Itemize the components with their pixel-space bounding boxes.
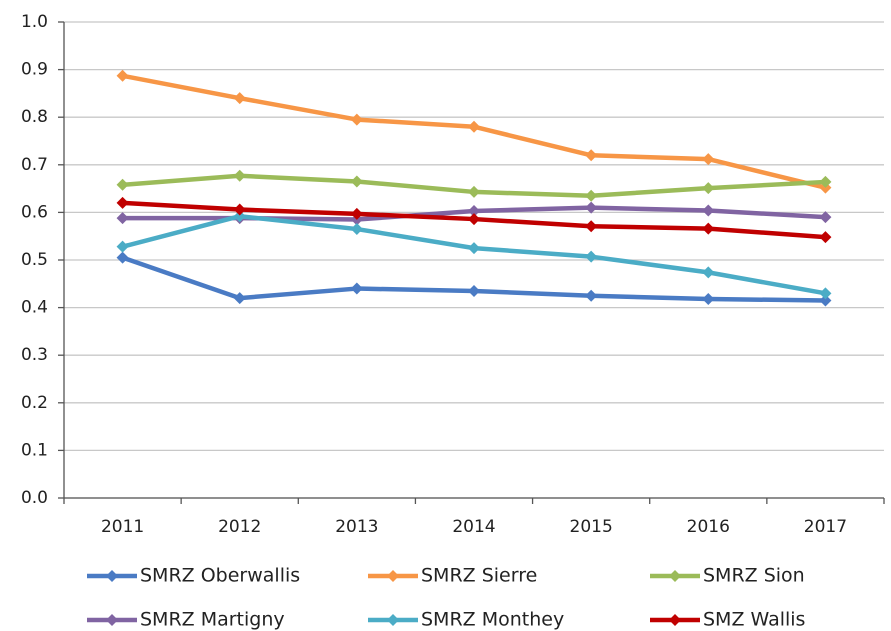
y-tick-label: 0.9 (21, 60, 48, 80)
data-point (702, 266, 715, 279)
x-tick-label: 2015 (570, 517, 613, 537)
data-point (702, 204, 715, 217)
legend-marker (387, 614, 399, 626)
y-tick-label: 0.4 (21, 298, 48, 318)
data-point (702, 293, 715, 306)
data-point (350, 113, 363, 126)
data-point (350, 223, 363, 236)
y-tick-label: 0.0 (21, 488, 48, 508)
x-tick-label: 2013 (335, 517, 378, 537)
data-point (585, 149, 598, 162)
data-point (233, 292, 246, 305)
data-point (233, 169, 246, 182)
data-point (233, 203, 246, 216)
data-point (702, 222, 715, 235)
data-point (585, 201, 598, 214)
data-point (819, 287, 832, 300)
data-point (233, 92, 246, 105)
y-tick-label: 0.3 (21, 345, 48, 365)
data-point (350, 207, 363, 220)
y-tick-label: 0.2 (21, 393, 48, 413)
legend-marker (669, 614, 681, 626)
data-point (350, 175, 363, 188)
data-point (819, 231, 832, 244)
data-point (116, 251, 129, 264)
data-point (702, 182, 715, 195)
data-point (468, 204, 480, 217)
y-tick-label: 0.6 (21, 202, 48, 222)
legend-label: SMRZ Martigny (140, 609, 285, 631)
x-tick-label: 2012 (218, 517, 261, 537)
data-point (116, 212, 129, 225)
x-tick-label: 2011 (101, 517, 144, 537)
data-point (468, 120, 480, 133)
data-point (819, 175, 832, 188)
legend-label: SMZ Wallis (703, 609, 805, 631)
data-point (468, 242, 480, 255)
data-point (116, 69, 129, 82)
data-point (350, 282, 363, 295)
data-point (585, 250, 598, 263)
y-tick-label: 0.8 (21, 107, 48, 127)
legend-marker (387, 570, 399, 582)
data-point (819, 294, 832, 307)
y-tick-label: 0.7 (21, 155, 48, 175)
legend-label: SMRZ Sierre (421, 565, 537, 587)
data-point (468, 185, 480, 198)
x-tick-label: 2014 (452, 517, 495, 537)
data-point (819, 211, 832, 224)
y-tick-label: 0.5 (21, 250, 48, 270)
legend-label: SMRZ Sion (703, 565, 805, 587)
y-tick-label: 1.0 (21, 12, 48, 32)
data-point (116, 196, 129, 209)
legend-marker (669, 570, 681, 582)
legend-label: SMRZ Monthey (421, 609, 564, 631)
legend-marker (106, 570, 118, 582)
data-point (116, 178, 129, 191)
x-tick-label: 2016 (687, 517, 730, 537)
data-point (585, 289, 598, 302)
data-point (585, 220, 598, 233)
data-point (585, 189, 598, 202)
data-point (468, 213, 480, 226)
y-tick-label: 0.1 (21, 440, 48, 460)
data-point (233, 210, 246, 223)
data-point (468, 284, 480, 297)
data-point (702, 153, 715, 166)
x-tick-label: 2017 (804, 517, 847, 537)
legend-marker (106, 614, 118, 626)
legend-label: SMRZ Oberwallis (140, 565, 300, 587)
data-point (116, 240, 129, 253)
